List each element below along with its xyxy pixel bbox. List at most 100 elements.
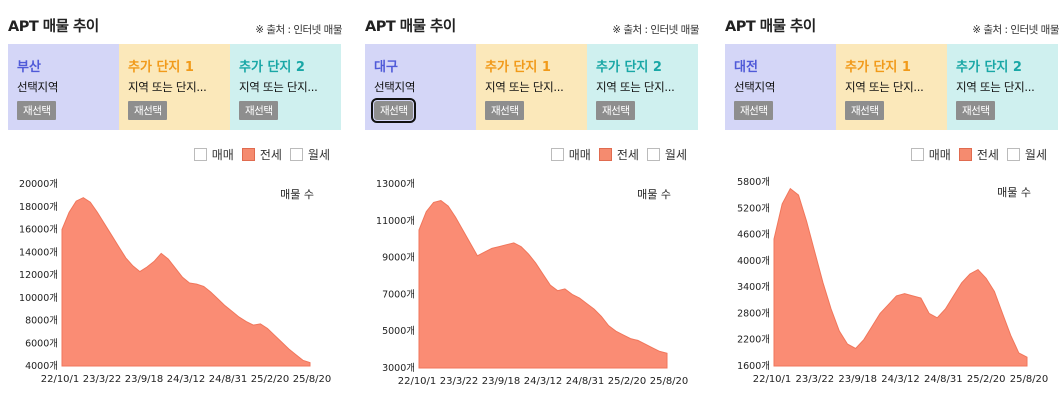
type-legend: 매매 전세 월세	[543, 146, 687, 163]
y-tick-label: 1600개	[737, 361, 770, 372]
x-tick-label: 25/8/20	[1010, 374, 1049, 385]
legend-jeonse-toggle[interactable]: 전세	[958, 146, 999, 163]
region-sub-label: 선택지역	[734, 80, 776, 94]
extra-complex-2-card[interactable]: 추가 단지 2 지역 또는 단지... 재선택	[947, 44, 1058, 130]
primary-region-card[interactable]: 대구 선택지역 재선택	[365, 44, 476, 130]
checkbox-icon[interactable]	[646, 148, 660, 161]
extra-complex-1-title: 추가 단지 1	[845, 60, 911, 75]
extra-complex-2-card[interactable]: 추가 단지 2 지역 또는 단지... 재선택	[230, 44, 341, 130]
series-label: 매물 수	[637, 188, 671, 201]
y-tick-label: 5200개	[737, 203, 770, 214]
reselect-button[interactable]: 재선택	[596, 101, 636, 120]
reselect-button[interactable]: 재선택	[128, 101, 168, 120]
listing-count-area	[773, 187, 1028, 367]
legend-label: 월세	[1024, 148, 1047, 162]
x-tick-label: 23/3/22	[796, 374, 835, 385]
extra-complex-1-card[interactable]: 추가 단지 1 지역 또는 단지... 재선택	[119, 44, 230, 130]
region-name: 대전	[734, 60, 758, 75]
x-tick-label: 25/2/20	[967, 374, 1006, 385]
y-tick-label: 13000개	[376, 179, 415, 190]
primary-region-card[interactable]: 부산 선택지역 재선택	[8, 44, 119, 130]
extra-complex-1-sub: 지역 또는 단지...	[128, 80, 207, 94]
extra-complex-2-title: 추가 단지 2	[956, 60, 1022, 75]
x-tick-label: 23/3/22	[440, 376, 479, 387]
checkbox-icon[interactable]	[193, 148, 207, 161]
reselect-button[interactable]: 재선택	[734, 101, 774, 120]
x-tick-label: 22/10/1	[753, 374, 792, 385]
x-tick-label: 24/8/31	[209, 374, 248, 385]
x-tick-label: 23/9/18	[838, 374, 877, 385]
reselect-button[interactable]: 재선택	[956, 101, 996, 120]
y-tick-label: 2200개	[737, 335, 770, 346]
apt-panel-daejeon: APT 매물 추이 ※ 출처 : 인터넷 매물 대전 선택지역 재선택 추가 단…	[717, 0, 1059, 404]
extra-complex-2-card[interactable]: 추가 단지 2 지역 또는 단지... 재선택	[587, 44, 698, 130]
reselect-button[interactable]: 재선택	[370, 98, 417, 123]
type-legend: 매매 전세 월세	[903, 146, 1047, 163]
x-tick-label: 25/2/20	[608, 376, 647, 387]
legend-label: 매매	[211, 148, 234, 162]
legend-monthly-toggle[interactable]: 월세	[646, 146, 687, 163]
legend-label: 전세	[259, 148, 282, 162]
legend-label: 월세	[664, 148, 687, 162]
region-name: 부산	[17, 60, 41, 75]
checkbox-icon[interactable]	[550, 148, 564, 161]
extra-complex-1-sub: 지역 또는 단지...	[485, 80, 564, 94]
extra-complex-1-title: 추가 단지 1	[485, 60, 551, 75]
x-tick-label: 24/8/31	[924, 374, 963, 385]
x-tick-label: 23/9/18	[125, 374, 164, 385]
panel-title: APT 매물 추이	[725, 19, 816, 35]
region-sub-label: 선택지역	[374, 80, 416, 94]
extra-complex-1-card[interactable]: 추가 단지 1 지역 또는 단지... 재선택	[476, 44, 587, 130]
source-note: ※ 출처 : 인터넷 매물	[972, 24, 1059, 36]
reselect-button[interactable]: 재선택	[845, 101, 885, 120]
checkbox-icon[interactable]	[1006, 148, 1020, 161]
legend-label: 전세	[616, 148, 639, 162]
region-cards: 부산 선택지역 재선택 추가 단지 1 지역 또는 단지... 재선택 추가 단…	[8, 44, 341, 130]
extra-complex-1-title: 추가 단지 1	[128, 60, 194, 75]
reselect-button[interactable]: 재선택	[17, 101, 57, 120]
y-tick-label: 5800개	[737, 177, 770, 188]
x-tick-label: 24/3/12	[524, 376, 563, 387]
y-tick-label: 20000개	[19, 179, 58, 190]
legend-label: 매매	[928, 148, 951, 162]
x-tick-label: 23/3/22	[83, 374, 122, 385]
y-tick-label: 6000개	[25, 338, 58, 349]
legend-label: 월세	[307, 148, 330, 162]
listing-count-area	[61, 197, 311, 367]
legend-sale-toggle[interactable]: 매매	[550, 146, 591, 163]
y-tick-label: 18000개	[19, 202, 58, 213]
panel-title: APT 매물 추이	[365, 19, 456, 35]
y-tick-label: 3000개	[382, 363, 415, 374]
reselect-button[interactable]: 재선택	[485, 101, 525, 120]
x-tick-label: 25/8/20	[293, 374, 332, 385]
extra-complex-1-card[interactable]: 추가 단지 1 지역 또는 단지... 재선택	[836, 44, 947, 130]
legend-jeonse-toggle[interactable]: 전세	[241, 146, 282, 163]
primary-region-card[interactable]: 대전 선택지역 재선택	[725, 44, 836, 130]
x-tick-label: 25/2/20	[251, 374, 290, 385]
legend-jeonse-toggle[interactable]: 전세	[598, 146, 639, 163]
listing-area-chart: 1600개 2200개 2800개 3400개 4000개 4600개 5200개 5800개…	[737, 177, 1049, 385]
legend-monthly-toggle[interactable]: 월세	[289, 146, 330, 163]
legend-sale-toggle[interactable]: 매매	[193, 146, 234, 163]
checkbox-icon[interactable]	[289, 148, 303, 161]
checkbox-icon[interactable]	[910, 148, 924, 161]
checkbox-checked-icon[interactable]	[241, 148, 255, 161]
legend-label: 전세	[976, 148, 999, 162]
source-note: ※ 출처 : 인터넷 매물	[255, 24, 342, 36]
extra-complex-2-sub: 지역 또는 단지...	[596, 80, 675, 94]
legend-monthly-toggle[interactable]: 월세	[1006, 146, 1047, 163]
legend-label: 매매	[568, 148, 591, 162]
checkbox-checked-icon[interactable]	[598, 148, 612, 161]
reselect-button[interactable]: 재선택	[239, 101, 279, 120]
extra-complex-2-title: 추가 단지 2	[239, 60, 305, 75]
y-tick-label: 3400개	[737, 282, 770, 293]
legend-sale-toggle[interactable]: 매매	[910, 146, 951, 163]
y-tick-label: 5000개	[382, 326, 415, 337]
x-tick-label: 23/9/18	[482, 376, 521, 387]
extra-complex-2-sub: 지역 또는 단지...	[956, 80, 1035, 94]
checkbox-checked-icon[interactable]	[958, 148, 972, 161]
y-tick-label: 2800개	[737, 308, 770, 319]
type-legend: 매매 전세 월세	[186, 146, 330, 163]
y-tick-label: 4000개	[25, 361, 58, 372]
